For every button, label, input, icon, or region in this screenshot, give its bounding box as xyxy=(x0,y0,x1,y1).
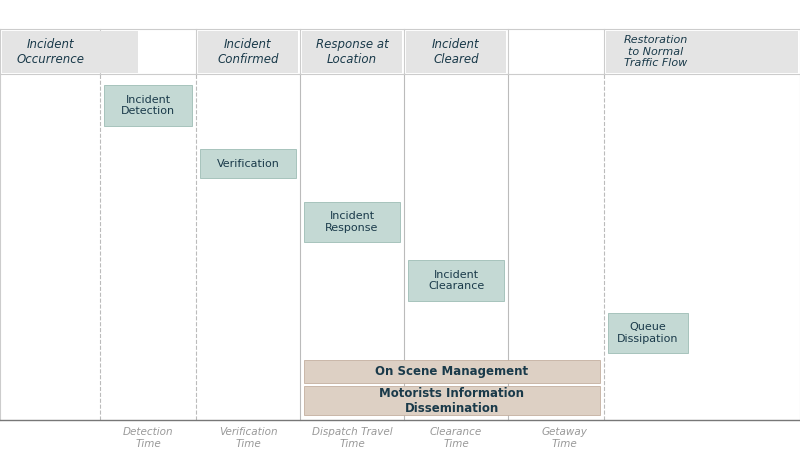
Bar xyxy=(304,386,600,415)
Bar xyxy=(302,31,402,73)
Bar xyxy=(408,260,504,301)
Bar xyxy=(304,360,600,383)
Text: Incident
Occurrence: Incident Occurrence xyxy=(16,38,85,66)
Text: Restoration
to Normal
Traffic Flow: Restoration to Normal Traffic Flow xyxy=(624,35,688,68)
Text: Motorists Information
Dissemination: Motorists Information Dissemination xyxy=(379,387,525,414)
Bar xyxy=(200,149,296,178)
Text: Incident
Response: Incident Response xyxy=(326,211,378,233)
Bar xyxy=(2,31,138,73)
Text: Incident
Cleared: Incident Cleared xyxy=(432,38,480,66)
Text: Incident
Clearance: Incident Clearance xyxy=(428,270,484,291)
Text: Getaway
Time: Getaway Time xyxy=(541,427,587,449)
Text: Detection
Time: Detection Time xyxy=(122,427,174,449)
Bar xyxy=(606,31,798,73)
Text: Verification
Time: Verification Time xyxy=(218,427,278,449)
Text: Clearance
Time: Clearance Time xyxy=(430,427,482,449)
Bar xyxy=(304,202,400,242)
Text: Incident
Confirmed: Incident Confirmed xyxy=(218,38,278,66)
Text: Queue
Dissipation: Queue Dissipation xyxy=(618,322,678,344)
Bar xyxy=(608,313,688,353)
Text: Response at
Location: Response at Location xyxy=(316,38,388,66)
Bar xyxy=(406,31,506,73)
Text: Verification: Verification xyxy=(217,159,279,169)
Text: Incident
Detection: Incident Detection xyxy=(121,95,175,116)
Text: On Scene Management: On Scene Management xyxy=(375,365,529,378)
Bar xyxy=(198,31,298,73)
Bar xyxy=(104,85,192,126)
Text: Dispatch Travel
Time: Dispatch Travel Time xyxy=(312,427,392,449)
